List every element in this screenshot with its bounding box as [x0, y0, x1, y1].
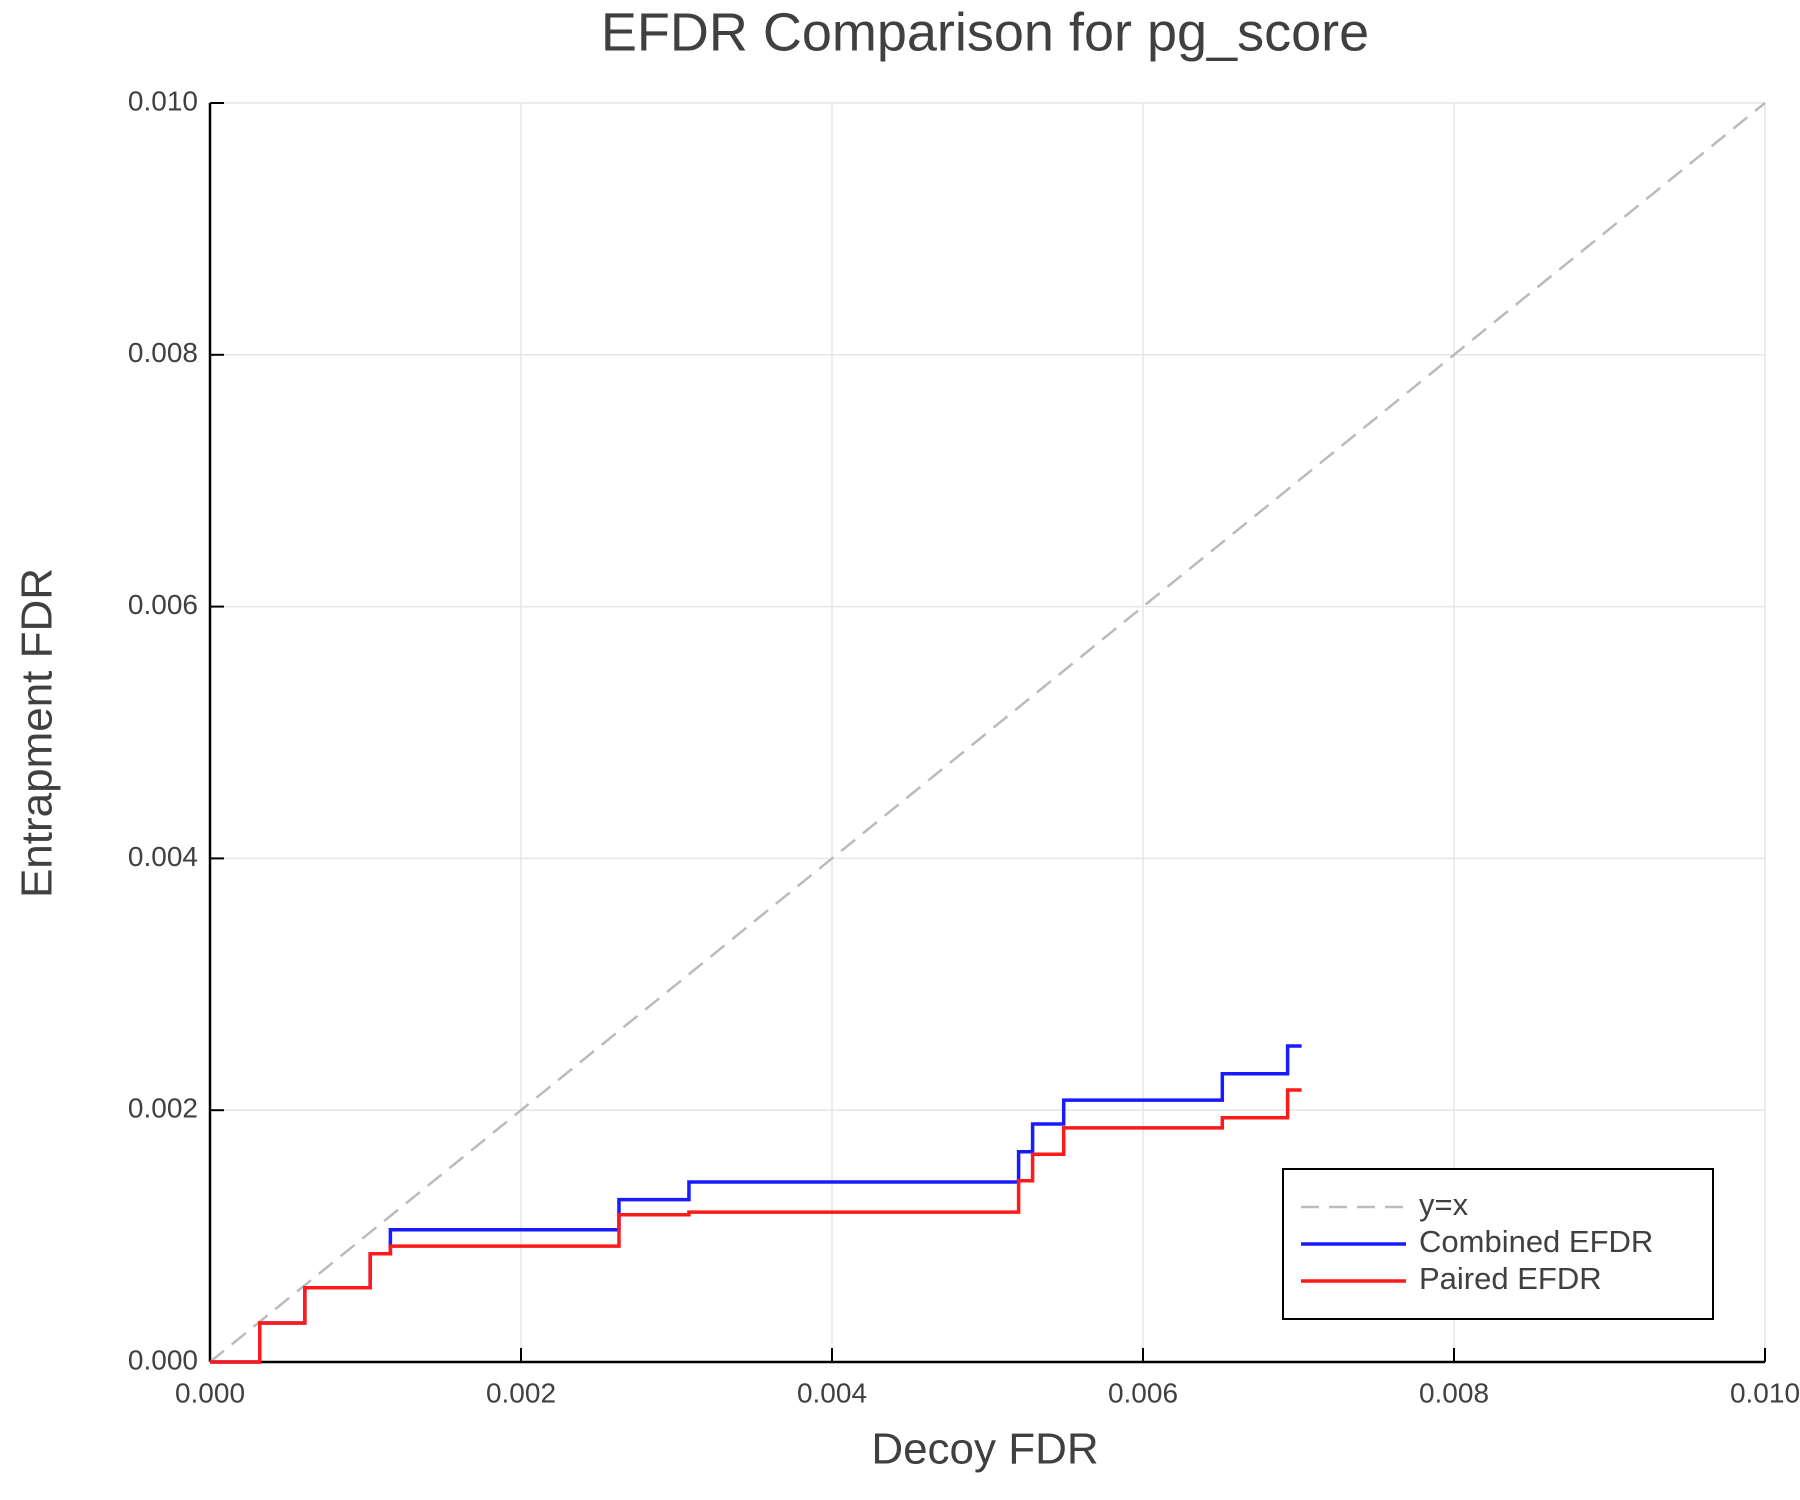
legend-label: y=x	[1419, 1187, 1469, 1222]
y-axis-label: Entrapment FDR	[13, 568, 62, 898]
x-tick-label: 0.006	[1108, 1377, 1178, 1408]
x-tick-label: 0.000	[175, 1377, 245, 1408]
y-tick-label: 0.000	[128, 1344, 198, 1375]
y-tick-label: 0.010	[128, 85, 198, 116]
x-tick-label: 0.004	[797, 1377, 867, 1408]
x-tick-label: 0.002	[486, 1377, 556, 1408]
series-line	[209, 102, 1766, 1363]
y-tick-label: 0.006	[128, 589, 198, 620]
series-line	[210, 1044, 1302, 1364]
x-axis-label: Decoy FDR	[871, 1425, 1098, 1474]
chart-title: EFDR Comparison for pg_score	[601, 2, 1369, 62]
x-tick-label: 0.008	[1419, 1377, 1489, 1408]
y-tick-label: 0.008	[128, 337, 198, 368]
legend-label: Combined EFDR	[1419, 1224, 1653, 1259]
y-tick-label: 0.004	[128, 841, 198, 872]
y-tick-label: 0.002	[128, 1093, 198, 1124]
legend-label: Paired EFDR	[1419, 1261, 1602, 1296]
x-tick-label: 0.010	[1730, 1377, 1800, 1408]
series-line	[210, 1088, 1302, 1364]
